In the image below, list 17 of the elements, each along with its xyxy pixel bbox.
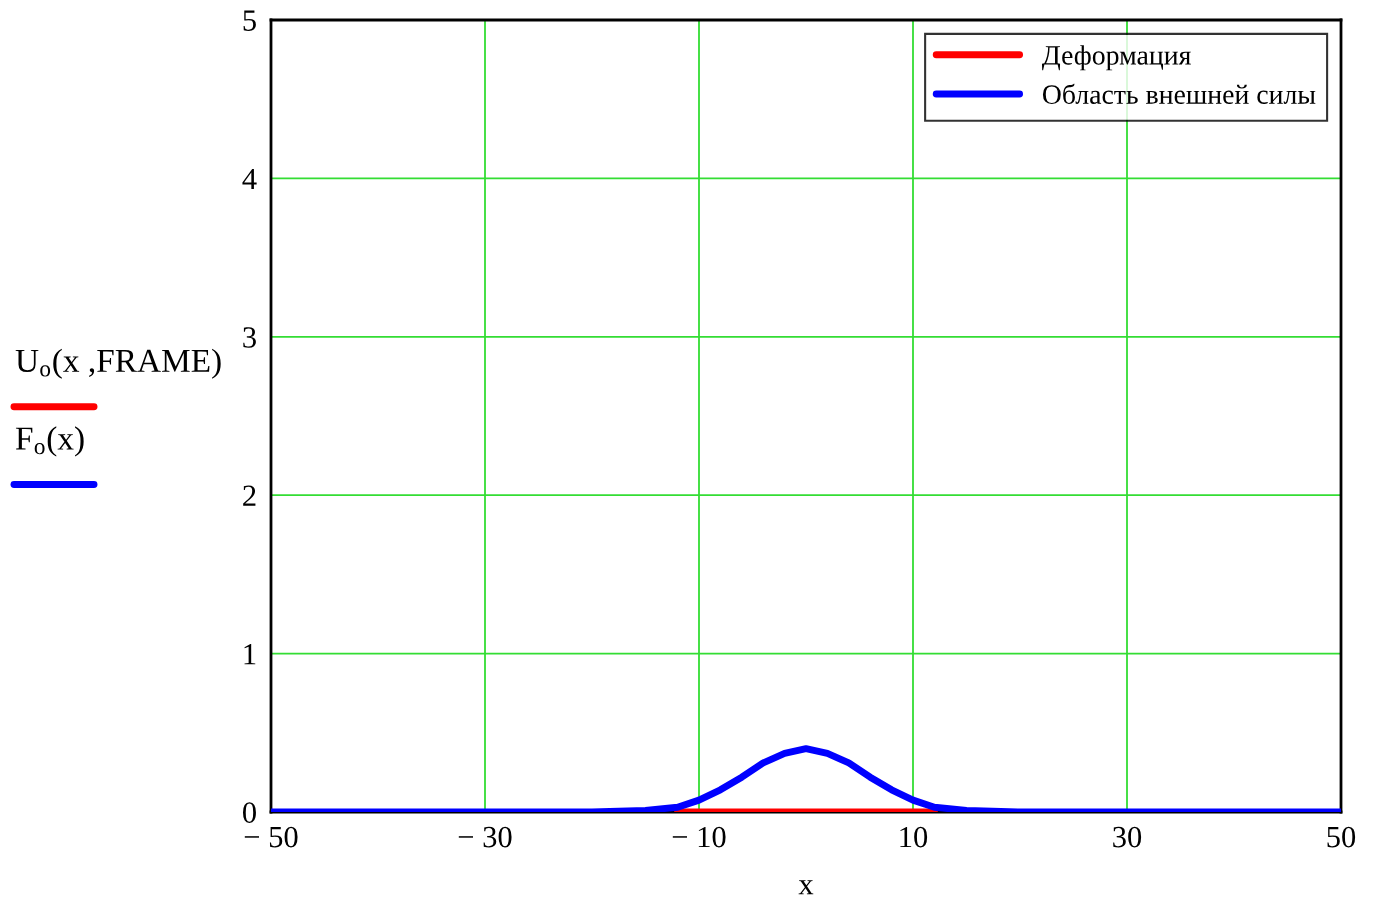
x-tick-label: 30 [1113, 826, 1142, 848]
y-tick-label: 5 [243, 10, 256, 31]
y-tick-label: 2 [243, 485, 256, 506]
x-tick-label: − 10 [672, 826, 726, 848]
x-tick-label: − 30 [458, 826, 512, 848]
y-tick-label: 4 [242, 168, 257, 189]
y-tick-label: 0 [243, 802, 256, 823]
x-tick-label: 10 [900, 826, 928, 848]
x-axis-title: x [798, 880, 814, 895]
legend-label: Область внешней силы [1042, 83, 1316, 104]
x-tick-label: − 50 [244, 826, 298, 848]
y-tick-label: 3 [243, 327, 256, 348]
legend-label: Деформация [1041, 45, 1191, 71]
text: F$_{o}$(x) [15, 426, 84, 457]
y-tick-label: 1 [244, 644, 256, 665]
x-tick-label: 50 [1327, 826, 1356, 848]
text: U$_{o}$(x ,FRAME) [15, 348, 221, 379]
